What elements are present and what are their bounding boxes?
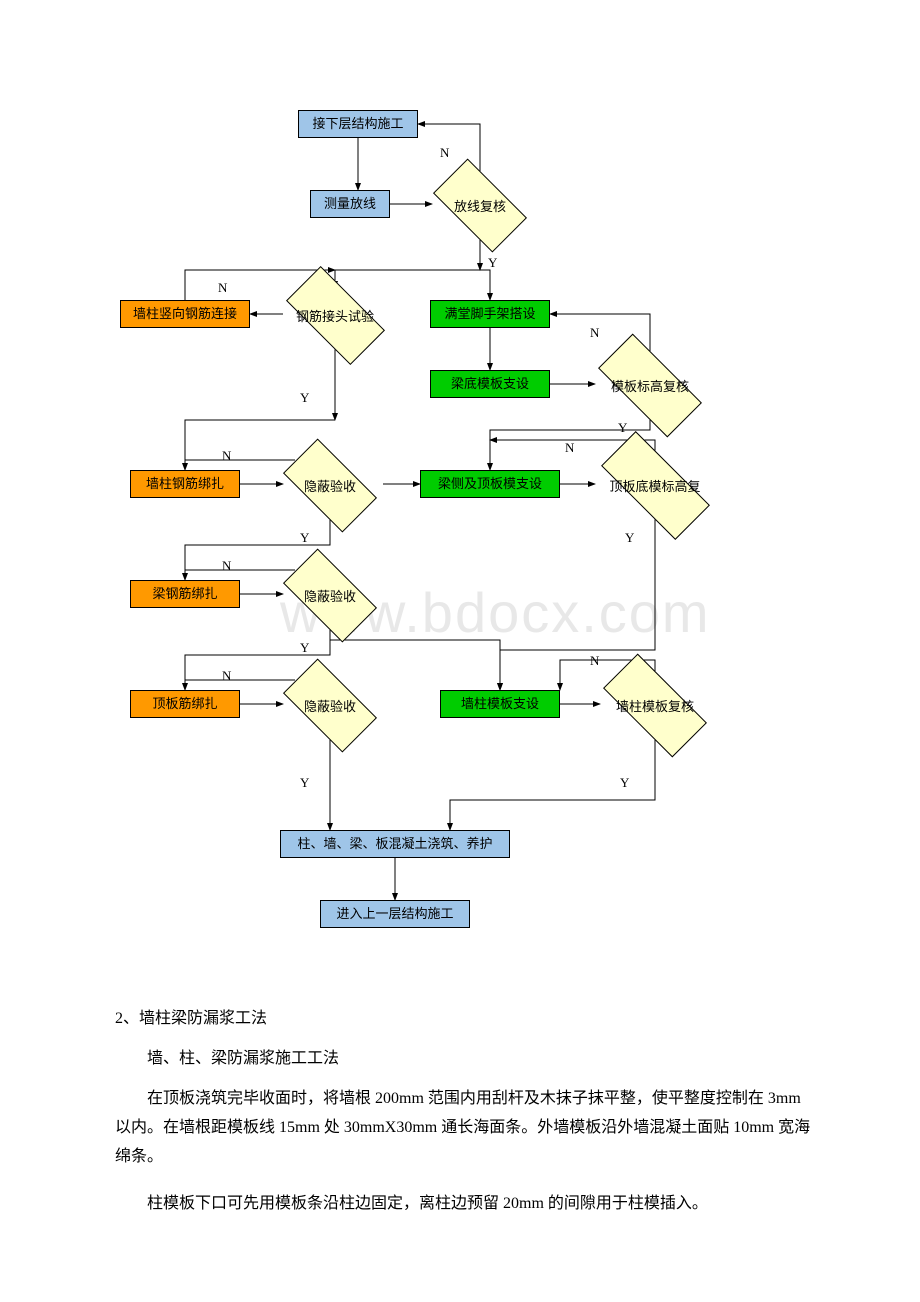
paragraph-2: 柱模板下口可先用模板条沿柱边固定，离柱边预留 20mm 的间隙用于柱模插入。 xyxy=(115,1190,815,1219)
edge-label: Y xyxy=(618,420,627,436)
edge-label: N xyxy=(440,145,449,161)
edge-label: N xyxy=(218,280,227,296)
flowchart-region: 接下层结构施工测量放线 放线复核墙柱竖向钢筋连接钢筋接头试验 满堂脚手架搭设梁底模板… xyxy=(0,0,920,960)
node-n10: 墙柱模板支设 xyxy=(440,690,560,718)
node-d6: 隐蔽验收 xyxy=(270,560,390,630)
document-page: www.bdocx.com 接下层结构施工测量放线放线复核墙柱竖向钢筋连接钢筋接… xyxy=(0,0,920,1302)
paragraph-1: 在顶板浇筑完毕收面时，将墙根 200mm 范围内用刮杆及木抹子抹平整，使平整度控… xyxy=(115,1085,815,1171)
node-d5: 顶板底模标高复 xyxy=(580,450,730,520)
edge-label: Y xyxy=(300,640,309,656)
edge-label: N xyxy=(590,653,599,669)
section-subheading: 墙、柱、梁防漏浆施工工法 xyxy=(115,1045,805,1074)
node-n6: 墙柱钢筋绑扎 xyxy=(130,470,240,498)
edge-label: Y xyxy=(620,775,629,791)
edge-label: N xyxy=(222,668,231,684)
node-n5: 梁底模板支设 xyxy=(430,370,550,398)
node-n3: 墙柱竖向钢筋连接 xyxy=(120,300,250,328)
node-d7: 隐蔽验收 xyxy=(270,670,390,740)
edge-label: N xyxy=(590,325,599,341)
node-n2: 测量放线 xyxy=(310,190,390,218)
edge-label: N xyxy=(222,558,231,574)
edge-label: Y xyxy=(300,390,309,406)
node-d2: 钢筋接头试验 xyxy=(270,280,400,350)
node-n8: 梁钢筋绑扎 xyxy=(130,580,240,608)
node-d1: 放线复核 xyxy=(420,170,540,240)
node-d3: 模板标高复核 xyxy=(580,350,720,420)
node-n9: 顶板筋绑扎 xyxy=(130,690,240,718)
node-n4: 满堂脚手架搭设 xyxy=(430,300,550,328)
node-n11: 柱、墙、梁、板混凝土浇筑、养护 xyxy=(280,830,510,858)
node-d4: 隐蔽验收 xyxy=(270,450,390,520)
node-d8: 墙柱模板复核 xyxy=(585,670,725,740)
edge-label: Y xyxy=(300,530,309,546)
node-n7: 梁侧及顶板模支设 xyxy=(420,470,560,498)
edge-label: Y xyxy=(625,530,634,546)
edge-label: Y xyxy=(300,775,309,791)
edge-label: N xyxy=(565,440,574,456)
node-n1: 接下层结构施工 xyxy=(298,110,418,138)
edge-label: N xyxy=(222,448,231,464)
edge-label: Y xyxy=(488,255,497,271)
node-n12: 进入上一层结构施工 xyxy=(320,900,470,928)
section-heading: 2、墙柱梁防漏浆工法 xyxy=(115,1005,805,1034)
